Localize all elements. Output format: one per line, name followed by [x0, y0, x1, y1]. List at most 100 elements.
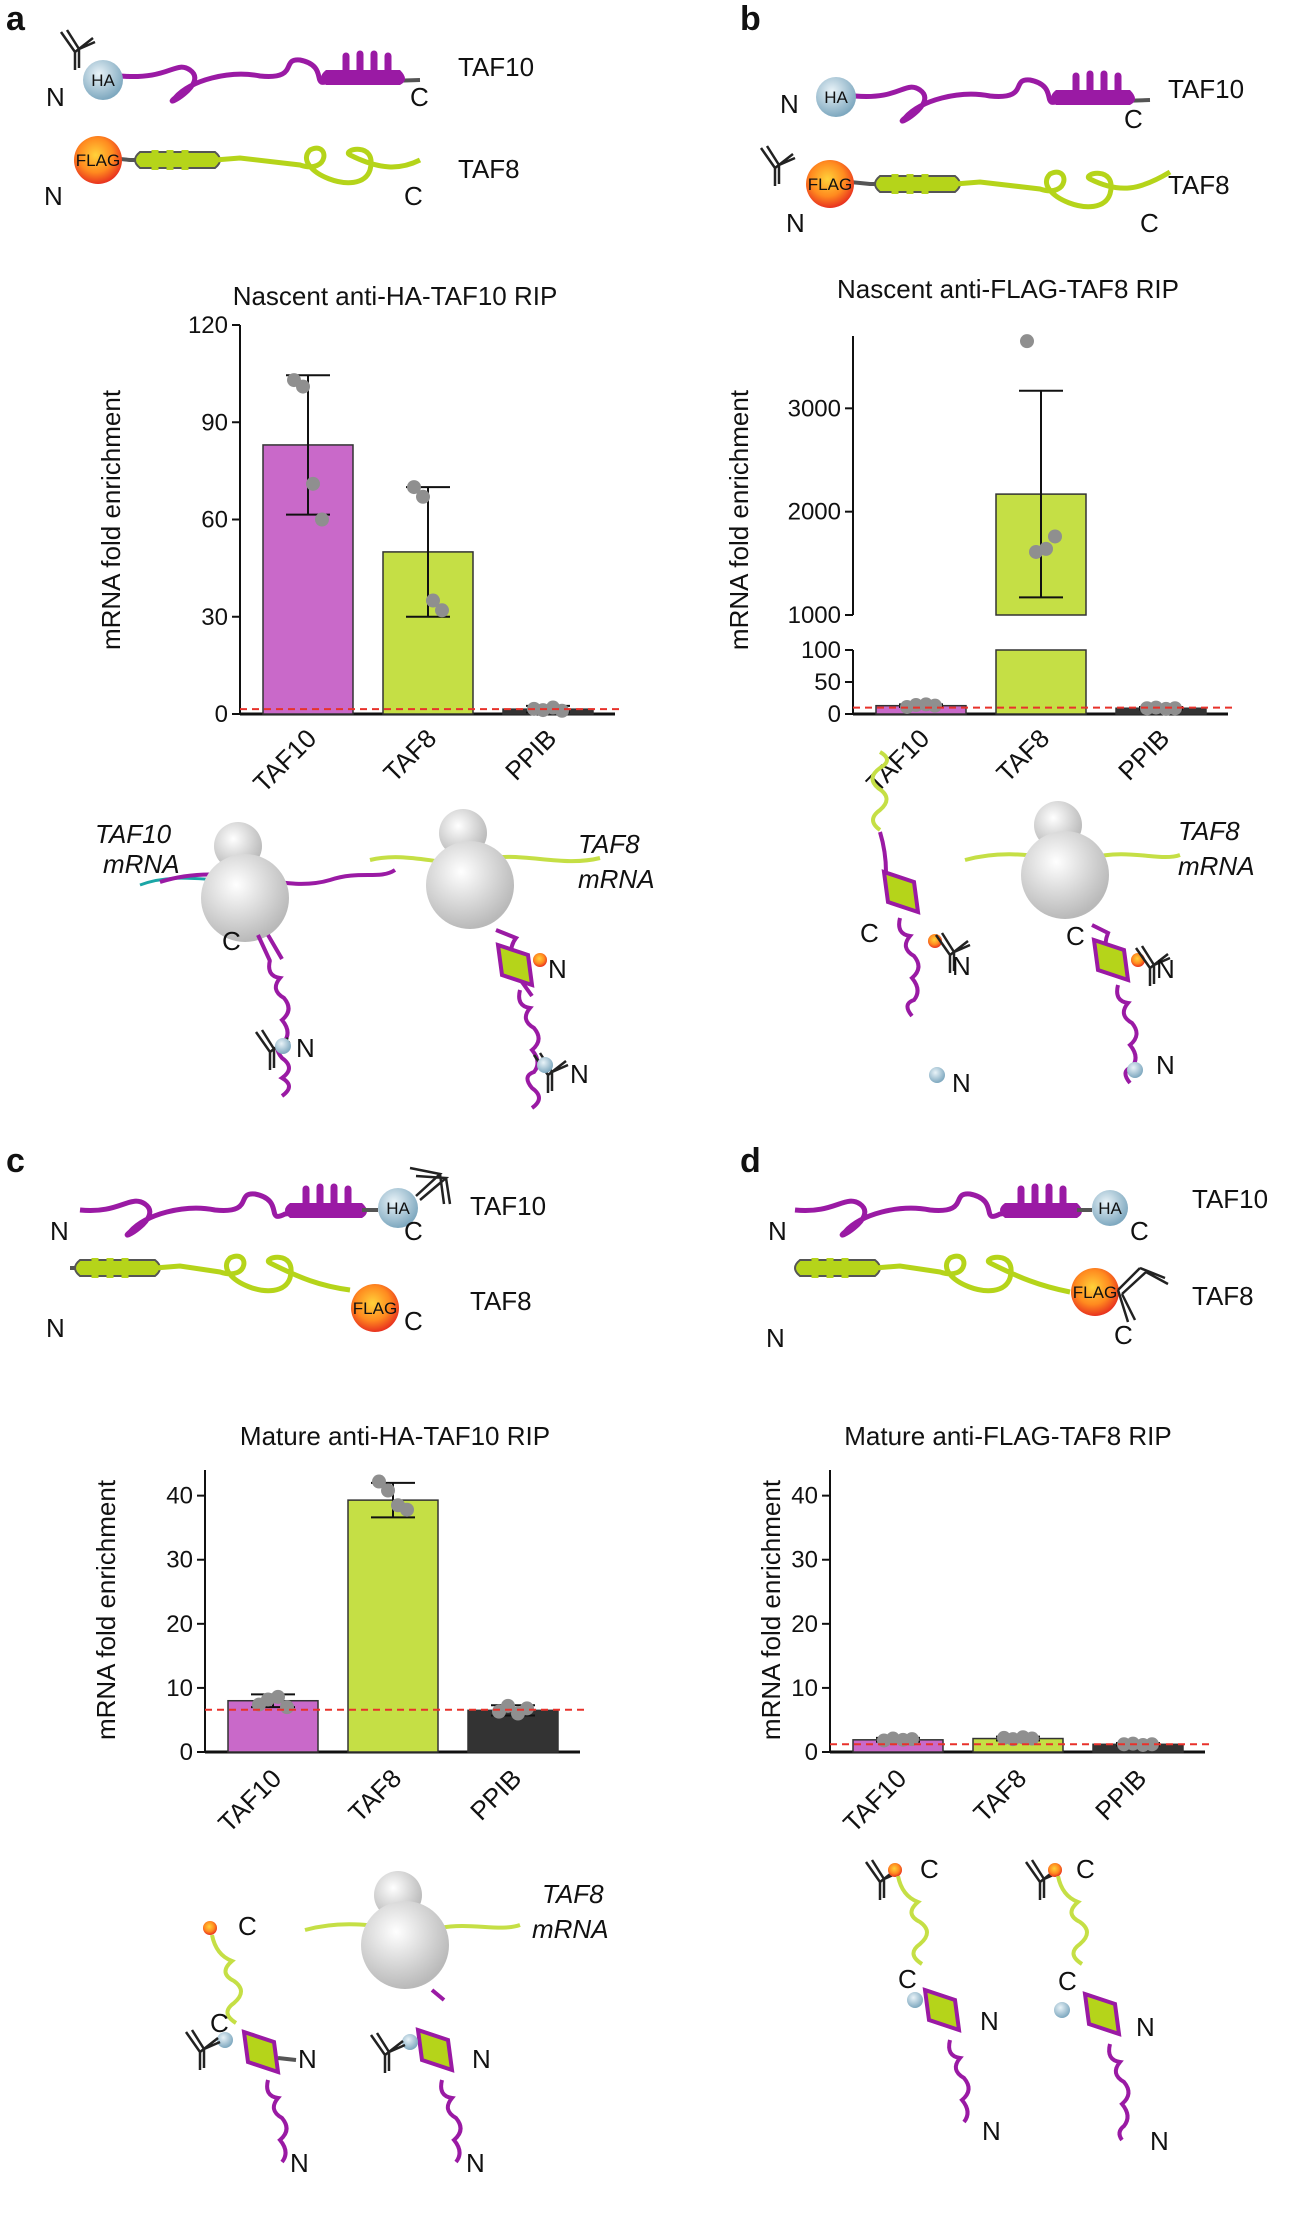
y-tick-label: 30 — [201, 604, 228, 631]
mrna-label: TAF8 — [1178, 816, 1240, 846]
x-category-label: TAF10 — [247, 723, 322, 798]
ha-tag-icon — [378, 1188, 418, 1228]
n-terminus-label: N — [466, 2148, 485, 2178]
c-terminus-label: C — [404, 181, 423, 211]
n-terminus-label: N — [44, 181, 63, 211]
x-category-label: TAF10 — [212, 1763, 287, 1838]
n-terminus-label: N — [1156, 1050, 1175, 1080]
n-terminus-label: N — [472, 2044, 491, 2074]
n-terminus-label: N — [46, 82, 65, 112]
y-tick-label: 20 — [791, 1611, 818, 1638]
y-axis-label: mRNA fold enrichment — [91, 1479, 121, 1740]
tag-label: FLAG — [76, 151, 120, 170]
ha-tag-icon — [907, 1992, 923, 2008]
data-point — [381, 1483, 395, 1498]
mrna-label: mRNA — [103, 849, 180, 879]
c-terminus-label: C — [920, 1854, 939, 1884]
tag-label: FLAG — [353, 1299, 397, 1318]
x-category-label: TAF10 — [860, 723, 935, 798]
y-tick-label: 0 — [828, 701, 841, 728]
tag-label: HA — [824, 88, 848, 107]
ha-tag-icon — [1092, 1190, 1128, 1226]
panel-letter-b: b — [740, 0, 761, 38]
n-terminus-label: N — [780, 89, 799, 119]
data-point — [928, 698, 942, 713]
taf10-construct-c: HA N C TAF10 — [50, 1166, 546, 1246]
panel-letter-a: a — [6, 0, 26, 38]
protein-name: TAF10 — [470, 1191, 546, 1221]
x-category-label: TAF10 — [837, 1763, 912, 1838]
n-terminus-label: N — [298, 2044, 317, 2074]
c-terminus-label: C — [1130, 1216, 1149, 1246]
y-tick-label: 0 — [215, 701, 228, 728]
c-terminus-label: C — [410, 82, 429, 112]
x-category-label: TAF8 — [342, 1763, 407, 1828]
mrna-label: TAF10 — [95, 819, 172, 849]
mrna-label: mRNA — [1178, 851, 1255, 881]
protein-name: TAF8 — [1168, 170, 1230, 200]
taf8-construct-b: FLAG N C TAF8 — [759, 144, 1230, 238]
flag-tag-icon — [533, 953, 547, 967]
tag-label: FLAG — [808, 175, 852, 194]
y-tick-label: 30 — [791, 1547, 818, 1574]
n-terminus-label: N — [952, 951, 971, 981]
protein-name: TAF8 — [458, 154, 520, 184]
c-terminus-label: C — [1076, 1854, 1095, 1884]
c-terminus-label: C — [1058, 1966, 1077, 1996]
ribosome-diagram-a: TAF10 mRNA C N TAF8 mRNA N N — [95, 809, 655, 1110]
ha-tag-icon — [816, 77, 856, 117]
data-point — [1048, 529, 1062, 544]
y-tick-label: 2000 — [788, 499, 841, 526]
c-terminus-label: C — [1140, 208, 1159, 238]
n-terminus-label: N — [952, 1068, 971, 1098]
c-terminus-label: C — [210, 2008, 229, 2038]
taf10-construct-d: HA N C TAF10 — [768, 1183, 1268, 1246]
n-terminus-label: N — [1156, 954, 1175, 984]
x-category-label: TAF8 — [377, 723, 442, 788]
ha-tag-icon — [402, 2034, 418, 2050]
chart-panel-a: Nascent anti-HA-TAF10 RIP mRNA fold enric… — [96, 281, 623, 798]
data-point — [416, 489, 430, 504]
tag-label: HA — [91, 71, 115, 90]
y-tick-label: 1000 — [788, 602, 841, 629]
data-point — [520, 1701, 534, 1716]
chart-panel-c: Mature anti-HA-TAF10 RIP mRNA fold enrich… — [91, 1421, 588, 1838]
panel-letter-c: c — [6, 1142, 25, 1180]
chart-title: Mature anti-HA-TAF10 RIP — [240, 1421, 550, 1451]
taf8-construct-a: FLAG N C TAF8 — [44, 136, 520, 211]
protein-name: TAF10 — [1192, 1184, 1268, 1214]
y-tick-label: 60 — [201, 507, 228, 534]
c-terminus-label: C — [1066, 921, 1085, 951]
data-point — [435, 603, 449, 618]
n-terminus-label: N — [786, 208, 805, 238]
n-terminus-label: N — [1136, 2012, 1155, 2042]
bar-taf8 — [347, 1499, 439, 1753]
flag-tag-icon — [888, 1863, 902, 1877]
y-tick-label: 10 — [166, 1675, 193, 1702]
y-tick-label: 100 — [801, 637, 841, 664]
taf10-construct-a: HA N C TAF10 — [46, 28, 534, 112]
data-point — [426, 593, 440, 608]
n-terminus-label: N — [296, 1033, 315, 1063]
n-terminus-label: N — [50, 1216, 69, 1246]
ribosome-large-icon — [201, 854, 289, 942]
data-point — [555, 703, 569, 718]
c-terminus-label: C — [404, 1306, 423, 1336]
x-category-label: PPIB — [1089, 1763, 1152, 1826]
data-point — [1168, 701, 1182, 716]
y-tick-label: 50 — [814, 669, 841, 696]
y-tick-label: 0 — [805, 1739, 818, 1766]
c-terminus-label: C — [898, 1964, 917, 1994]
data-point — [296, 379, 310, 394]
n-terminus-label: N — [768, 1216, 787, 1246]
taf10-construct-b: HA N C TAF10 — [780, 70, 1244, 134]
data-point — [407, 480, 421, 495]
ribosome-diagram-b: C N N TAF8 mRNA C N N — [860, 750, 1255, 1098]
y-axis-label: mRNA fold enrichment — [724, 389, 754, 650]
chart-panel-b: Nascent anti-FLAG-TAF8 RIP mRNA fold enri… — [724, 274, 1236, 798]
taf8-construct-c: FLAG N C TAF8 — [46, 1253, 532, 1343]
n-terminus-label: N — [290, 2148, 309, 2178]
y-tick-label: 90 — [201, 409, 228, 436]
